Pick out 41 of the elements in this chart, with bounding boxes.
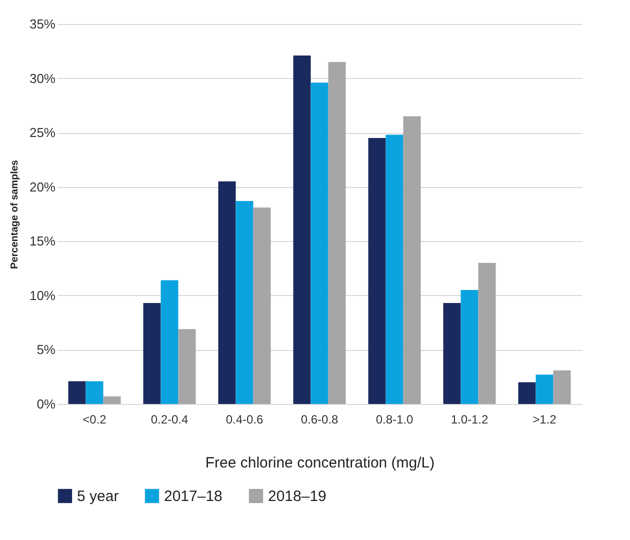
x-axis-title: Free chlorine concentration (mg/L) (205, 454, 435, 472)
bar (460, 290, 478, 404)
bar (518, 382, 536, 404)
bar (253, 207, 271, 404)
x-tick-label: 0.6-0.8 (300, 412, 339, 426)
y-tick-label: 15% (29, 234, 56, 249)
y-tick-label: 35% (29, 16, 56, 32)
bar (553, 370, 571, 404)
bar (143, 303, 161, 404)
bar (386, 134, 404, 404)
bar (403, 116, 421, 404)
bar (236, 200, 254, 404)
legend-label: 2017–18 (164, 488, 222, 505)
y-tick-label: 20% (29, 179, 56, 194)
bar (368, 138, 386, 404)
y-tick-label: 30% (29, 70, 56, 86)
bar (103, 396, 121, 404)
bar (293, 55, 311, 404)
bar (536, 374, 554, 404)
x-tick-label: <0.2 (82, 412, 107, 426)
x-tick-label: 0.2-0.4 (150, 412, 189, 426)
x-tick-label: >1.2 (532, 412, 557, 426)
y-tick-label: 25% (29, 125, 56, 140)
x-tick-label: 1.0-1.2 (450, 412, 489, 426)
x-tick-label: 0.8-1.0 (376, 412, 414, 426)
bar (68, 381, 86, 404)
bar (443, 303, 461, 404)
bar (310, 82, 328, 404)
bar (328, 62, 346, 404)
bar (218, 181, 236, 404)
bar (178, 329, 196, 404)
bar (478, 262, 496, 404)
y-axis-title: Percentage of samples (9, 160, 20, 269)
bar (86, 381, 104, 404)
y-tick-label: 10% (29, 288, 56, 303)
y-tick-label: 0% (36, 396, 56, 412)
y-tick-label: 5% (36, 342, 56, 358)
bar (160, 280, 178, 404)
legend-label: 5 year (77, 488, 119, 505)
legend-label: 2018–19 (268, 488, 326, 505)
x-tick-label: 0.4-0.6 (226, 412, 264, 426)
